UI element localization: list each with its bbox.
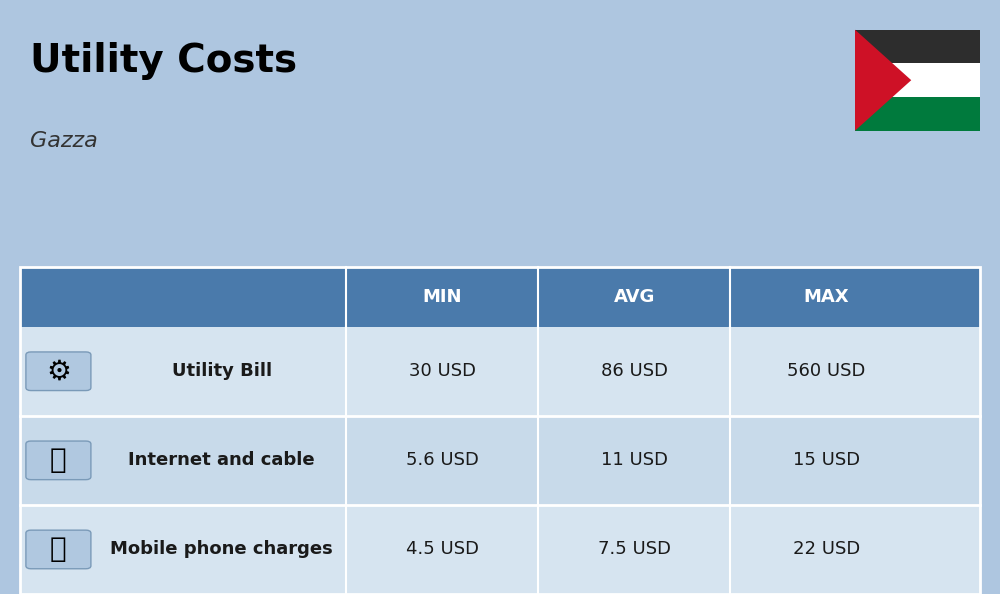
Text: 📱: 📱 xyxy=(50,535,67,564)
Text: 30 USD: 30 USD xyxy=(409,362,476,380)
Text: ⚙: ⚙ xyxy=(46,357,71,386)
Text: 7.5 USD: 7.5 USD xyxy=(598,541,671,558)
FancyBboxPatch shape xyxy=(855,64,980,97)
FancyBboxPatch shape xyxy=(20,505,980,594)
Text: MAX: MAX xyxy=(804,288,849,306)
Text: 22 USD: 22 USD xyxy=(793,541,860,558)
Text: Gazza: Gazza xyxy=(30,131,98,151)
Text: AVG: AVG xyxy=(614,288,655,306)
FancyBboxPatch shape xyxy=(855,30,980,64)
FancyBboxPatch shape xyxy=(855,97,980,131)
Text: 5.6 USD: 5.6 USD xyxy=(406,451,479,469)
Polygon shape xyxy=(855,30,911,131)
Text: 15 USD: 15 USD xyxy=(793,451,860,469)
Text: Internet and cable: Internet and cable xyxy=(128,451,315,469)
FancyBboxPatch shape xyxy=(26,352,91,391)
Text: 86 USD: 86 USD xyxy=(601,362,668,380)
FancyBboxPatch shape xyxy=(26,441,91,480)
Text: 560 USD: 560 USD xyxy=(787,362,866,380)
Text: MIN: MIN xyxy=(423,288,462,306)
FancyBboxPatch shape xyxy=(20,267,980,327)
FancyBboxPatch shape xyxy=(20,327,980,416)
FancyBboxPatch shape xyxy=(26,530,91,569)
Text: 11 USD: 11 USD xyxy=(601,451,668,469)
Text: Utility Bill: Utility Bill xyxy=(172,362,272,380)
Text: 4.5 USD: 4.5 USD xyxy=(406,541,479,558)
Text: Mobile phone charges: Mobile phone charges xyxy=(110,541,333,558)
FancyBboxPatch shape xyxy=(20,416,980,505)
Text: Utility Costs: Utility Costs xyxy=(30,42,297,80)
Text: 📶: 📶 xyxy=(50,446,67,475)
